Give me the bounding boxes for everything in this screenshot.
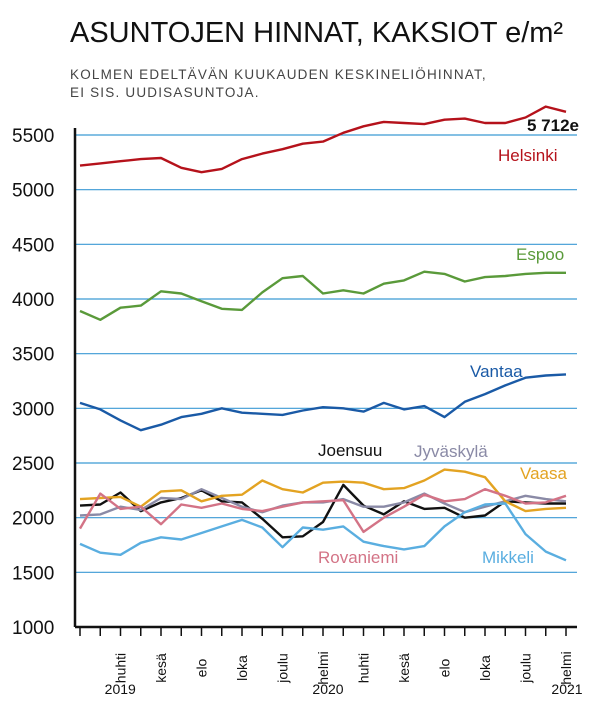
series-line-vaasa xyxy=(79,468,567,513)
x-tick-label: huhti xyxy=(113,653,129,683)
chart-subtitle-line-1: KOLMEN EDELTÄVÄN KUUKAUDEN KESKINELIÖHIN… xyxy=(70,67,487,82)
y-tick-label: 3000 xyxy=(12,399,54,420)
x-tick-label: loka xyxy=(477,655,493,681)
x-tick-label: elo xyxy=(437,658,453,677)
x-tick-label: joulu xyxy=(518,653,534,684)
chart-title: ASUNTOJEN HINNAT, KAKSIOT e/m² xyxy=(70,17,563,49)
x-tick-label: kesä xyxy=(396,653,412,683)
year-label: 2020 xyxy=(312,681,343,697)
x-tick-label: helmi xyxy=(558,651,574,684)
series-line-espoo xyxy=(79,270,566,321)
gridlines xyxy=(75,134,577,573)
y-tick-label: 2000 xyxy=(12,509,54,530)
series-label: Helsinki xyxy=(498,146,558,165)
helsinki-last-value-annotation: 5 712e xyxy=(527,116,579,135)
y-tick-label: 2500 xyxy=(12,454,54,475)
y-tick-label: 1000 xyxy=(12,618,54,639)
series-label: Espoo xyxy=(516,245,564,264)
x-tick-label: joulu xyxy=(275,653,291,684)
series-label: Mikkeli xyxy=(482,548,534,567)
year-label: 2019 xyxy=(105,681,136,697)
series-line-vantaa xyxy=(79,373,567,432)
y-tick-label: 4000 xyxy=(12,290,54,311)
series-line-mikkeli xyxy=(79,502,567,562)
series-line-rovaniemi xyxy=(78,488,567,534)
year-label: 2021 xyxy=(551,681,582,697)
y-tick-label: 3500 xyxy=(12,345,54,366)
series-line-joensuu xyxy=(79,483,566,539)
series-label: Joensuu xyxy=(318,441,382,460)
x-tick-label: helmi xyxy=(315,651,331,684)
series-lines xyxy=(78,105,567,562)
axes: 1000 1500 2000 2500 3000 3500 4000 4500 5000 5500… xyxy=(12,126,583,697)
y-tick-label: 1500 xyxy=(12,563,54,584)
series-line-helsinki xyxy=(79,105,567,174)
series-label: Rovaniemi xyxy=(318,548,398,567)
series-label: Vaasa xyxy=(520,464,567,483)
chart-subtitle-line-2: EI SIS. UUDISASUNTOJA. xyxy=(70,85,260,100)
series-labels: Helsinki Espoo Vantaa Joensuu Jyväskylä Vaasa… xyxy=(318,116,579,567)
x-tick-label: huhti xyxy=(356,653,372,683)
y-tick-label: 4500 xyxy=(12,235,54,256)
x-tick-label: kesä xyxy=(153,653,169,683)
y-tick-label: 5500 xyxy=(12,126,54,147)
x-tick-label: loka xyxy=(234,655,250,681)
y-tick-label: 5000 xyxy=(12,181,54,202)
x-tick-label: elo xyxy=(194,658,210,677)
series-label: Jyväskylä xyxy=(414,442,488,461)
series-label: Vantaa xyxy=(470,362,523,381)
